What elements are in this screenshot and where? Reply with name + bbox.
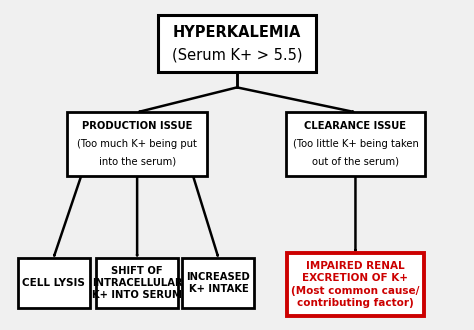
FancyBboxPatch shape xyxy=(67,113,207,176)
FancyBboxPatch shape xyxy=(18,258,90,308)
Text: PRODUCTION ISSUE: PRODUCTION ISSUE xyxy=(82,121,192,131)
Text: into the serum): into the serum) xyxy=(99,157,176,167)
Text: IMPAIRED RENAL
EXCRETION OF K+
(Most common cause/
contributing factor): IMPAIRED RENAL EXCRETION OF K+ (Most com… xyxy=(291,261,419,308)
FancyBboxPatch shape xyxy=(97,258,178,308)
Text: CELL LYSIS: CELL LYSIS xyxy=(22,278,85,288)
FancyBboxPatch shape xyxy=(287,253,424,316)
Text: HYPERKALEMIA: HYPERKALEMIA xyxy=(173,25,301,40)
Text: (Too much K+ being put: (Too much K+ being put xyxy=(77,139,197,149)
Text: (Serum K+ > 5.5): (Serum K+ > 5.5) xyxy=(172,48,302,63)
FancyBboxPatch shape xyxy=(182,258,255,308)
Text: SHIFT OF
INTRACELLULAR
K+ INTO SERUM: SHIFT OF INTRACELLULAR K+ INTO SERUM xyxy=(92,266,182,300)
Text: CLEARANCE ISSUE: CLEARANCE ISSUE xyxy=(304,121,406,131)
Text: out of the serum): out of the serum) xyxy=(312,157,399,167)
FancyBboxPatch shape xyxy=(286,113,425,176)
FancyBboxPatch shape xyxy=(158,16,316,72)
Text: (Too little K+ being taken: (Too little K+ being taken xyxy=(292,139,419,149)
Text: INCREASED
K+ INTAKE: INCREASED K+ INTAKE xyxy=(187,272,250,294)
